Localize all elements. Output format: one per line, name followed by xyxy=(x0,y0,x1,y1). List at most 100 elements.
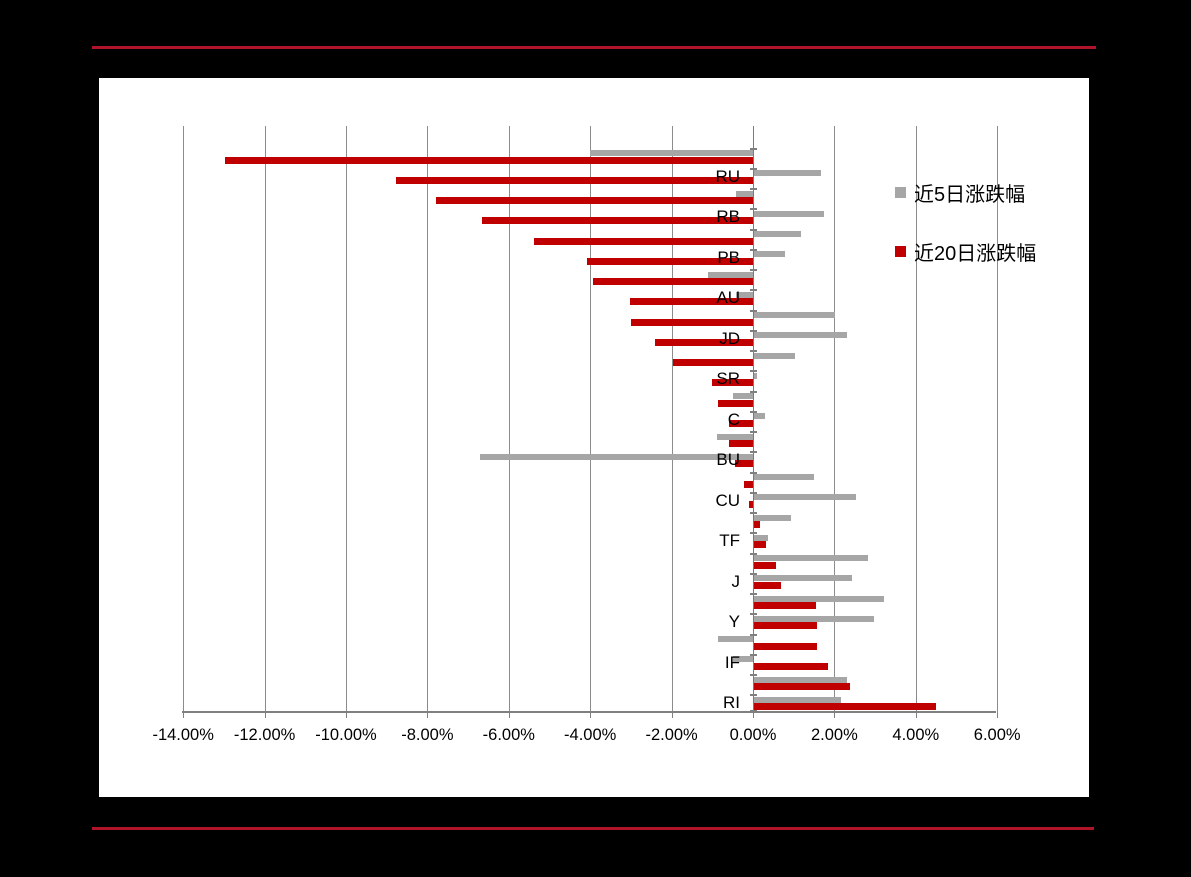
gridline xyxy=(346,126,347,713)
bar-5day-row1 xyxy=(590,150,753,156)
category-axis-tick xyxy=(749,410,757,413)
category-axis-tick xyxy=(749,147,757,150)
bar-20day-JD xyxy=(655,338,753,346)
category-axis-tick xyxy=(749,248,757,251)
bar-20day-row21 xyxy=(754,561,776,569)
x-axis-tick-label: -14.00% xyxy=(152,726,214,744)
bar-20day-RU xyxy=(396,176,753,184)
bar-20day-IF xyxy=(754,662,829,670)
legend-item-5day: 近5日涨跌幅 xyxy=(895,178,1036,207)
bar-5day-row5 xyxy=(754,231,801,237)
legend-item-20day: 近20日涨跌幅 xyxy=(895,237,1036,266)
axis-tick xyxy=(427,713,429,718)
bar-20day-J xyxy=(754,581,781,589)
bar-20day-PB xyxy=(586,257,753,265)
gridline xyxy=(508,126,510,713)
category-label-CU: CU xyxy=(715,490,740,510)
gridline xyxy=(264,126,266,713)
gridline xyxy=(590,126,592,713)
category-axis-tick xyxy=(749,350,757,352)
bar-20day-row19 xyxy=(754,521,761,528)
bar-20day-row9 xyxy=(631,318,753,326)
bar-5day-SR xyxy=(754,372,757,379)
bar-5day-row3 xyxy=(735,190,753,197)
x-axis-tick-label: 2.00% xyxy=(810,726,858,744)
bar-5day-RU xyxy=(754,170,821,177)
axis-tick xyxy=(997,713,999,718)
category-label-PB: PB xyxy=(717,247,740,267)
axis-tick xyxy=(508,713,510,718)
category-axis-tick xyxy=(749,370,757,373)
bar-5day-row23 xyxy=(754,595,884,602)
x-axis-tick-label: -8.00% xyxy=(401,726,454,744)
category-axis-tick xyxy=(749,309,757,312)
category-label-SR: SR xyxy=(716,369,740,389)
x-axis-tick-label: -2.00% xyxy=(645,726,698,744)
category-label-AU: AU xyxy=(716,288,740,308)
category-axis-tick xyxy=(749,710,757,712)
chart-panel: -14.00% -12.00% -10.00% -8.00% -6.00% -4.00% -… xyxy=(99,78,1089,797)
bar-5day-RI xyxy=(754,696,842,703)
category-axis-tick xyxy=(749,572,757,575)
bar-20day-CU xyxy=(748,500,753,508)
category-axis-tick xyxy=(749,613,757,616)
bar-5day-row7 xyxy=(708,271,753,278)
bar-20day-row11 xyxy=(673,359,753,366)
bar-20day-row25 xyxy=(754,642,818,650)
category-axis-tick xyxy=(749,289,757,292)
bar-5day-TF xyxy=(754,534,769,541)
bar-20day-row1 xyxy=(225,156,753,164)
plot-area: -14.00% -12.00% -10.00% -8.00% -6.00% -4.00% -… xyxy=(152,126,1021,744)
bar-5day-J xyxy=(754,575,852,582)
category-label-Y: Y xyxy=(728,612,740,632)
top-red-rule xyxy=(92,46,1096,49)
legend-label-20day: 近20日涨跌幅 xyxy=(914,243,1037,265)
bar-5day-C xyxy=(754,413,765,420)
category-axis-tick xyxy=(749,471,757,474)
category-axis-tick xyxy=(749,451,757,454)
value-axis-line xyxy=(753,126,754,713)
bar-20day-row17 xyxy=(744,480,753,488)
category-axis-tick xyxy=(749,491,757,494)
bar-5day-CU xyxy=(754,494,856,501)
category-axis-tick xyxy=(749,188,757,190)
category-label-RU: RU xyxy=(715,166,740,186)
bar-5day-RB xyxy=(754,210,824,217)
bar-20day-row15 xyxy=(728,440,753,447)
bar-20day-SR xyxy=(712,379,753,387)
bar-5day-row19 xyxy=(754,514,792,521)
category-axis-tick xyxy=(749,593,757,595)
category-axis-tick xyxy=(749,269,757,271)
bar-20day-row23 xyxy=(754,602,816,609)
category-axis-tick xyxy=(749,329,757,332)
gridline xyxy=(427,126,429,713)
x-axis-tick-label: -10.00% xyxy=(315,726,377,744)
legend-label-5day: 近5日涨跌幅 xyxy=(914,184,1026,206)
bar-20day-RI xyxy=(754,703,936,711)
axis-tick xyxy=(753,713,754,718)
category-axis-tick xyxy=(749,694,757,697)
bar-20day-row27 xyxy=(754,683,851,690)
chart-legend: 近5日涨跌幅 近20日涨跌幅 xyxy=(895,178,1036,266)
gridline xyxy=(183,126,185,713)
x-axis-tick-label: -12.00% xyxy=(233,726,296,744)
bottom-red-rule xyxy=(92,827,1094,830)
bar-20day-row5 xyxy=(534,237,753,245)
bar-20day-TF xyxy=(754,541,766,549)
gridline xyxy=(997,126,999,713)
bar-5day-row9 xyxy=(754,312,835,318)
bar-20day-AU xyxy=(629,298,753,306)
bar-5day-row13 xyxy=(733,393,753,399)
legend-swatch-5day xyxy=(895,187,906,198)
bar-20day-RB xyxy=(482,217,753,225)
category-label-TF: TF xyxy=(719,531,740,551)
axis-tick xyxy=(183,713,185,718)
bar-20day-Y xyxy=(754,622,817,630)
category-label-BU: BU xyxy=(716,450,740,470)
bar-5day-row11 xyxy=(754,352,795,359)
gridline xyxy=(834,126,836,713)
category-axis-tick xyxy=(749,633,757,636)
category-label-J: J xyxy=(731,571,741,591)
bar-5day-JD xyxy=(754,332,847,339)
